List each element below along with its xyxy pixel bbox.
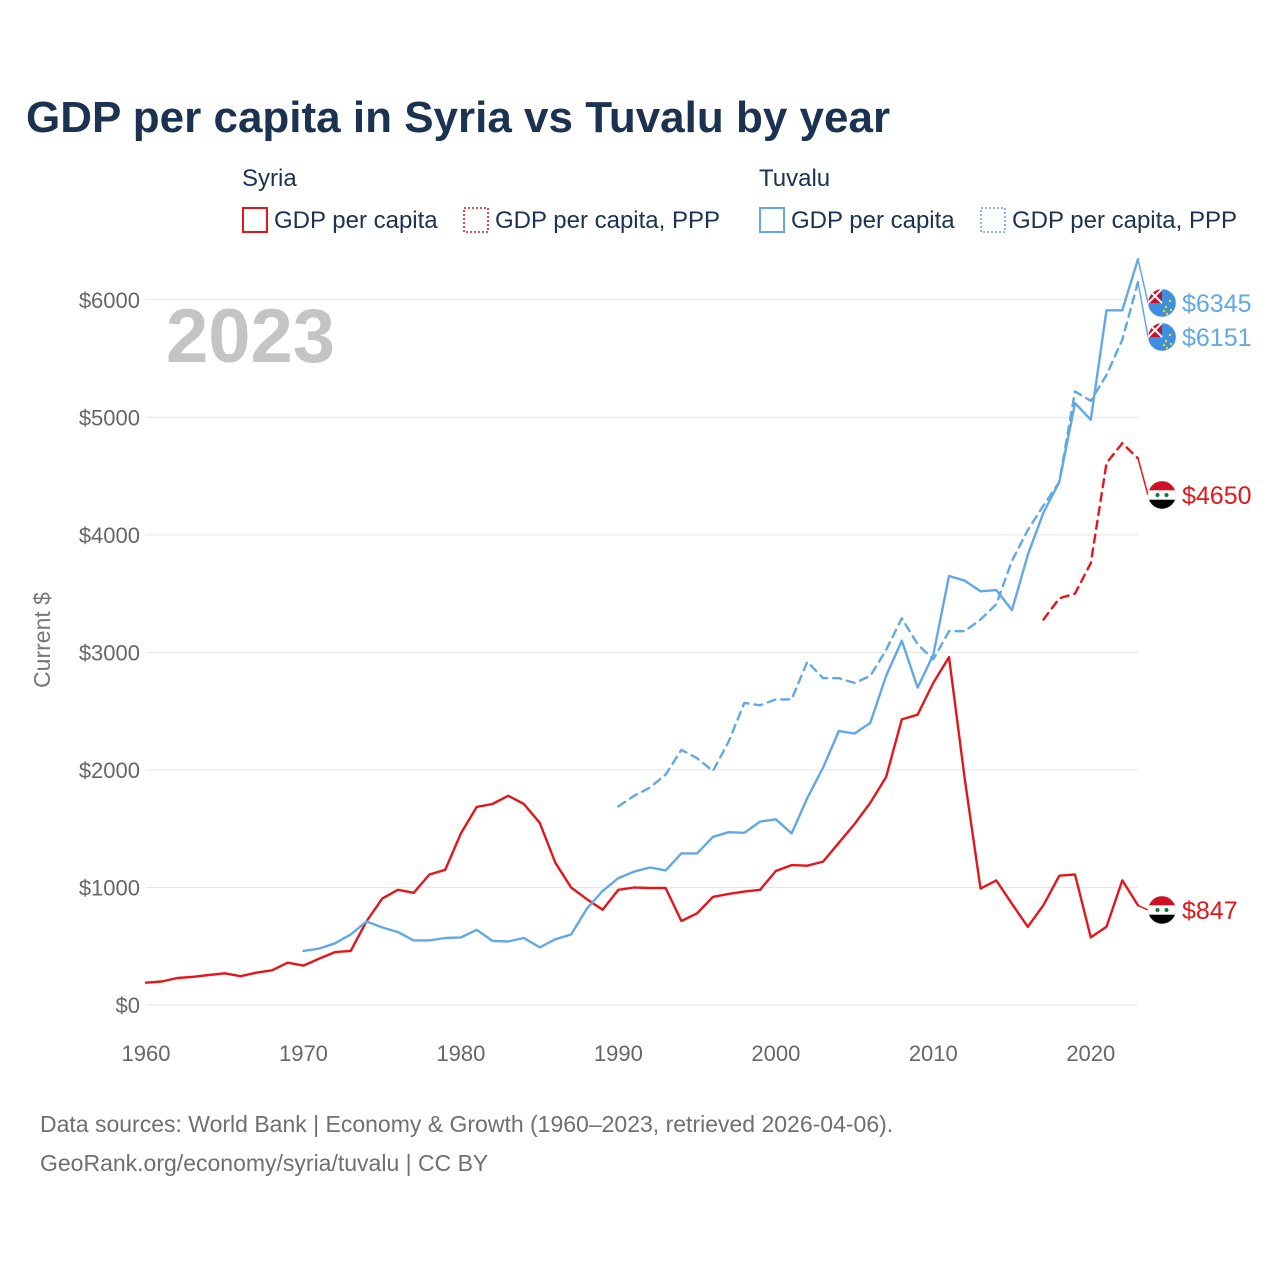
series-line-syria-gdp-per-capita-ppp bbox=[1042, 442, 1140, 621]
year-watermark: 2023 bbox=[166, 294, 335, 379]
end-connector bbox=[1137, 458, 1149, 496]
data-source-note: Data sources: World Bank | Economy & Gro… bbox=[40, 1111, 893, 1137]
x-tick-label: 1980 bbox=[436, 1041, 485, 1066]
tuvalu-flag-icon bbox=[1147, 288, 1177, 318]
legend-item-label: GDP per capita bbox=[274, 207, 438, 234]
series-lines bbox=[144, 258, 1140, 984]
x-tick-label: 2010 bbox=[909, 1041, 958, 1066]
legend-swatch-solid bbox=[759, 207, 785, 233]
series-line-tuvalu-gdp-per-capita-ppp bbox=[617, 280, 1140, 808]
x-tick-label: 2000 bbox=[751, 1041, 800, 1066]
series-line-tuvalu-gdp-per-capita bbox=[302, 258, 1140, 953]
end-connector bbox=[1137, 259, 1149, 304]
end-markers: $847 $4650 $6345 $6151 bbox=[1137, 259, 1252, 925]
legend-swatch-solid bbox=[242, 207, 268, 233]
chart-title: GDP per capita in Syria vs Tuvalu by yea… bbox=[26, 93, 890, 142]
legend-item-label: GDP per capita, PPP bbox=[495, 207, 720, 234]
y-tick-label: $3000 bbox=[79, 640, 140, 665]
gridlines bbox=[146, 299, 1138, 1006]
y-axis-label: Current $ bbox=[29, 592, 55, 688]
x-tick-label: 1990 bbox=[594, 1041, 643, 1066]
legend-swatch-dotted bbox=[980, 207, 1006, 233]
legend-group-syria: Syria bbox=[242, 165, 297, 192]
x-axis-ticks: 1960 1970 1980 1990 2000 2010 2020 bbox=[122, 1041, 1116, 1066]
y-tick-label: $6000 bbox=[79, 288, 140, 313]
end-connector bbox=[1137, 904, 1149, 911]
legend-item-label: GDP per capita, PPP bbox=[1012, 207, 1237, 234]
end-value-label: $6151 bbox=[1182, 324, 1252, 352]
legend-swatch-dotted bbox=[463, 207, 489, 233]
y-tick-label: $1000 bbox=[79, 875, 140, 900]
end-value-label: $847 bbox=[1182, 897, 1238, 925]
syria-flag-icon bbox=[1147, 895, 1177, 925]
y-tick-label: $5000 bbox=[79, 405, 140, 430]
x-tick-label: 1970 bbox=[279, 1041, 328, 1066]
y-tick-label: $0 bbox=[116, 993, 140, 1018]
tuvalu-flag-icon bbox=[1147, 322, 1177, 352]
end-connector bbox=[1137, 281, 1149, 338]
y-tick-label: $4000 bbox=[79, 523, 140, 548]
series-line-syria-gdp-per-capita bbox=[144, 655, 1140, 984]
legend-item-label: GDP per capita bbox=[791, 207, 955, 234]
x-tick-label: 1960 bbox=[122, 1041, 171, 1066]
legend-group-tuvalu: Tuvalu bbox=[759, 165, 830, 192]
site-credit: GeoRank.org/economy/syria/tuvalu | CC BY bbox=[40, 1150, 488, 1176]
end-value-label: $6345 bbox=[1182, 290, 1252, 318]
y-tick-label: $2000 bbox=[79, 758, 140, 783]
x-tick-label: 2020 bbox=[1066, 1041, 1115, 1066]
end-value-label: $4650 bbox=[1182, 482, 1252, 510]
y-axis-ticks: $0 $1000 $2000 $3000 $4000 $5000 $6000 bbox=[79, 288, 140, 1018]
syria-flag-icon bbox=[1147, 480, 1177, 510]
legend: Syria GDP per capita GDP per capita, PPP Tu… bbox=[242, 165, 1237, 234]
